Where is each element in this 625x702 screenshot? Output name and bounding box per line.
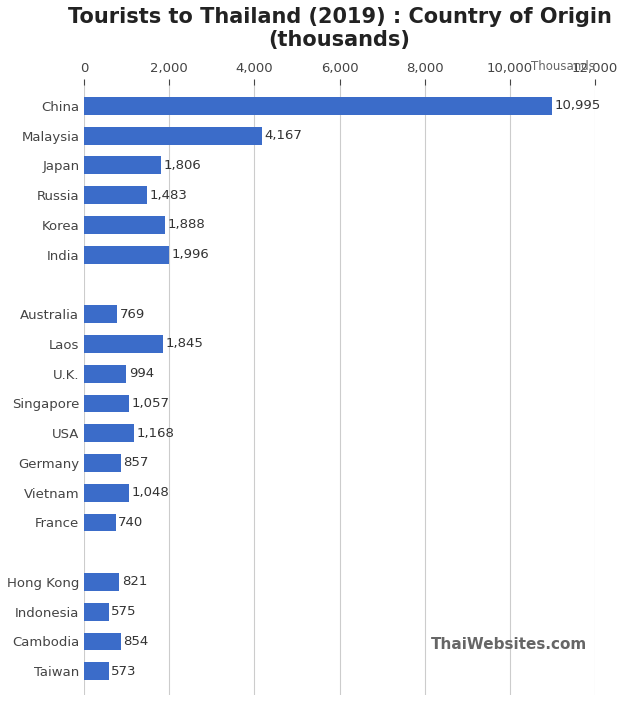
- Text: Thousands: Thousands: [531, 60, 595, 73]
- Text: ThaiWebsites.com: ThaiWebsites.com: [431, 637, 588, 652]
- Bar: [84, 484, 129, 502]
- Text: 10,995: 10,995: [555, 100, 601, 112]
- Bar: [84, 186, 148, 204]
- Bar: [84, 216, 164, 234]
- Bar: [84, 97, 552, 115]
- Text: 994: 994: [129, 367, 154, 380]
- Title: Tourists to Thailand (2019) : Country of Origin
(thousands): Tourists to Thailand (2019) : Country of…: [68, 7, 611, 50]
- Bar: [84, 126, 261, 145]
- Bar: [84, 157, 161, 174]
- Text: 821: 821: [122, 576, 147, 588]
- Bar: [84, 365, 126, 383]
- Text: 573: 573: [111, 665, 137, 677]
- Text: 769: 769: [119, 307, 145, 321]
- Text: 1,845: 1,845: [165, 338, 203, 350]
- Bar: [84, 514, 116, 531]
- Text: 1,048: 1,048: [131, 486, 169, 499]
- Text: 1,888: 1,888: [167, 218, 205, 232]
- Text: 1,057: 1,057: [132, 397, 170, 410]
- Bar: [84, 246, 169, 263]
- Text: 1,168: 1,168: [136, 427, 174, 439]
- Text: 740: 740: [118, 516, 144, 529]
- Text: 1,806: 1,806: [164, 159, 201, 172]
- Bar: [84, 305, 117, 323]
- Bar: [84, 395, 129, 412]
- Text: 854: 854: [123, 635, 148, 648]
- Bar: [84, 424, 134, 442]
- Text: 857: 857: [123, 456, 149, 470]
- Bar: [84, 335, 162, 353]
- Bar: [84, 633, 121, 651]
- Bar: [84, 454, 121, 472]
- Bar: [84, 662, 109, 680]
- Bar: [84, 573, 119, 591]
- Text: 4,167: 4,167: [264, 129, 302, 142]
- Text: 1,996: 1,996: [172, 248, 209, 261]
- Bar: [84, 603, 109, 621]
- Text: 1,483: 1,483: [150, 189, 188, 201]
- Text: 575: 575: [111, 605, 137, 618]
